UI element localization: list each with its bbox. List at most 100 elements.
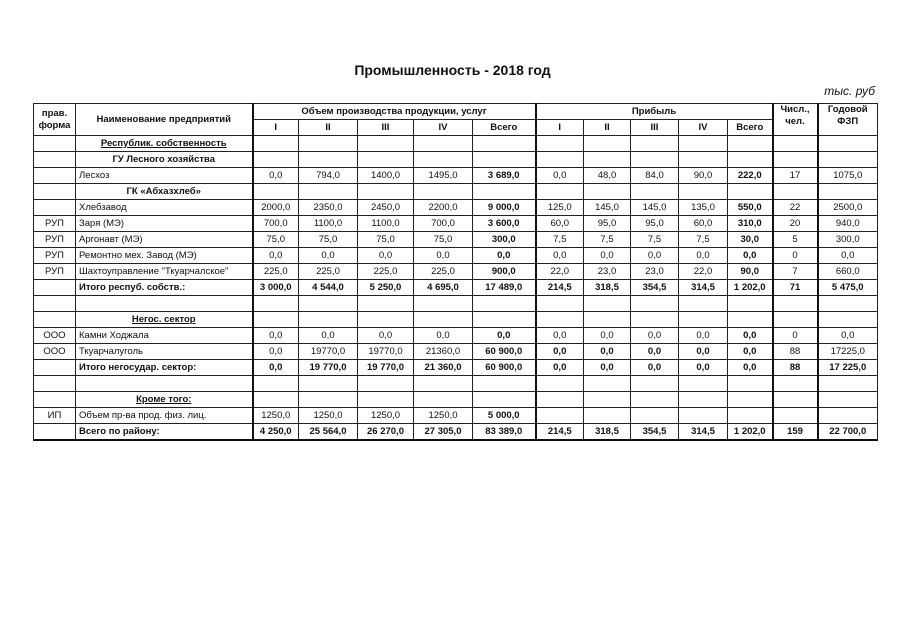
section-heading-text: ГУ Лесного хозяйства — [112, 153, 216, 165]
empty-cell — [630, 183, 679, 200]
profit-cell: 22,0 — [535, 263, 584, 280]
profit-cell: 0,0 — [678, 247, 728, 264]
empty-cell — [252, 135, 299, 152]
profit-cell: 0,0 — [727, 247, 774, 264]
row-form: ООО — [33, 343, 76, 360]
profit-cell: 22,0 — [678, 263, 728, 280]
header-volume-q3: III — [357, 119, 414, 136]
empty-cell — [678, 311, 728, 328]
empty-cell — [727, 151, 774, 168]
profit-cell: 0,0 — [583, 327, 631, 344]
empty-cell — [357, 295, 414, 312]
row-form — [33, 167, 76, 184]
enterprise-name: Итого респуб. собств.: — [75, 279, 254, 296]
profit-cell: 7,5 — [535, 231, 584, 248]
empty-cell — [817, 295, 878, 312]
empty-cell — [357, 375, 414, 392]
profit-cell: 145,0 — [583, 199, 631, 216]
empty-cell — [252, 311, 299, 328]
section-heading: ГУ Лесного хозяйства — [75, 151, 254, 168]
volume-cell: 27 305,0 — [413, 423, 473, 441]
empty-cell — [472, 391, 537, 408]
volume-cell: 794,0 — [298, 167, 358, 184]
table-row: РУП Шахтоуправление "Ткуарчалское" 225,0 22… — [33, 263, 878, 280]
empty-cell — [817, 375, 878, 392]
volume-cell: 1495,0 — [413, 167, 473, 184]
table-row: Итого респуб. собств.: 3 000,0 4 544,0 5 25… — [33, 279, 878, 296]
empty-cell — [678, 295, 728, 312]
table-row: ООО Камни Ходжала 0,0 0,0 0,0 0,0 0,0 0,0 0,0 0,0… — [33, 327, 878, 344]
staff-cell: 22 — [772, 199, 819, 216]
empty-cell — [472, 295, 537, 312]
empty-cell — [298, 183, 358, 200]
empty-cell — [535, 295, 584, 312]
enterprise-name: Заря (МЭ) — [75, 215, 254, 232]
profit-cell: 0,0 — [727, 327, 774, 344]
profit-cell: 222,0 — [727, 167, 774, 184]
volume-cell: 0,0 — [413, 327, 473, 344]
header-volume: Объем производства продукции, услуг — [252, 103, 537, 120]
profit-cell: 95,0 — [583, 215, 631, 232]
row-form — [33, 359, 76, 376]
empty-cell — [727, 311, 774, 328]
row-form — [33, 135, 76, 152]
staff-cell: 7 — [772, 263, 819, 280]
volume-cell: 1250,0 — [298, 407, 358, 424]
volume-cell: 0,0 — [252, 167, 299, 184]
empty-cell — [298, 135, 358, 152]
volume-cell: 17 489,0 — [472, 279, 537, 296]
empty-cell — [583, 151, 631, 168]
payroll-cell: 22 700,0 — [817, 423, 878, 441]
empty-cell — [298, 391, 358, 408]
empty-cell — [357, 183, 414, 200]
empty-cell — [252, 295, 299, 312]
empty-cell — [357, 135, 414, 152]
empty-cell — [630, 295, 679, 312]
volume-cell: 225,0 — [298, 263, 358, 280]
volume-cell: 0,0 — [298, 327, 358, 344]
page-title: Промышленность - 2018 год — [354, 62, 551, 78]
section-heading-text: ГК «Абхазхлеб» — [126, 185, 201, 197]
empty-cell — [252, 151, 299, 168]
row-form: РУП — [33, 247, 76, 264]
profit-cell: 0,0 — [535, 327, 584, 344]
section-heading-text: Негос. сектор — [131, 313, 196, 325]
header-volume-q1: I — [252, 119, 299, 136]
empty-cell — [678, 183, 728, 200]
empty-cell — [535, 311, 584, 328]
row-form: ИП — [33, 407, 76, 424]
profit-cell: 125,0 — [535, 199, 584, 216]
empty-cell — [727, 295, 774, 312]
volume-cell: 225,0 — [252, 263, 299, 280]
table-row: Всего по району: 4 250,0 25 564,0 26 270,0 2… — [33, 423, 878, 441]
empty-cell — [772, 135, 819, 152]
volume-cell: 3 600,0 — [472, 215, 537, 232]
empty-cell — [535, 151, 584, 168]
row-form: РУП — [33, 263, 76, 280]
empty-cell — [630, 135, 679, 152]
volume-cell: 5 000,0 — [472, 407, 537, 424]
staff-cell: 159 — [772, 423, 819, 441]
profit-cell: 0,0 — [535, 247, 584, 264]
payroll-cell: 940,0 — [817, 215, 878, 232]
payroll-cell: 0,0 — [817, 327, 878, 344]
volume-cell: 75,0 — [252, 231, 299, 248]
profit-cell: 214,5 — [535, 279, 584, 296]
empty-cell — [583, 135, 631, 152]
staff-cell: 0 — [772, 327, 819, 344]
payroll-cell: 2500,0 — [817, 199, 878, 216]
volume-cell: 2450,0 — [357, 199, 414, 216]
empty-cell — [75, 295, 254, 312]
volume-cell: 4 544,0 — [298, 279, 358, 296]
profit-cell: 84,0 — [630, 167, 679, 184]
profit-cell — [678, 407, 728, 424]
empty-cell — [772, 295, 819, 312]
profit-cell: 23,0 — [630, 263, 679, 280]
header-profit-q4: IV — [678, 119, 728, 136]
volume-cell: 4 250,0 — [252, 423, 299, 441]
empty-cell — [357, 311, 414, 328]
profit-cell: 0,0 — [583, 359, 631, 376]
staff-cell: 88 — [772, 359, 819, 376]
row-form — [33, 183, 76, 200]
volume-cell: 900,0 — [472, 263, 537, 280]
